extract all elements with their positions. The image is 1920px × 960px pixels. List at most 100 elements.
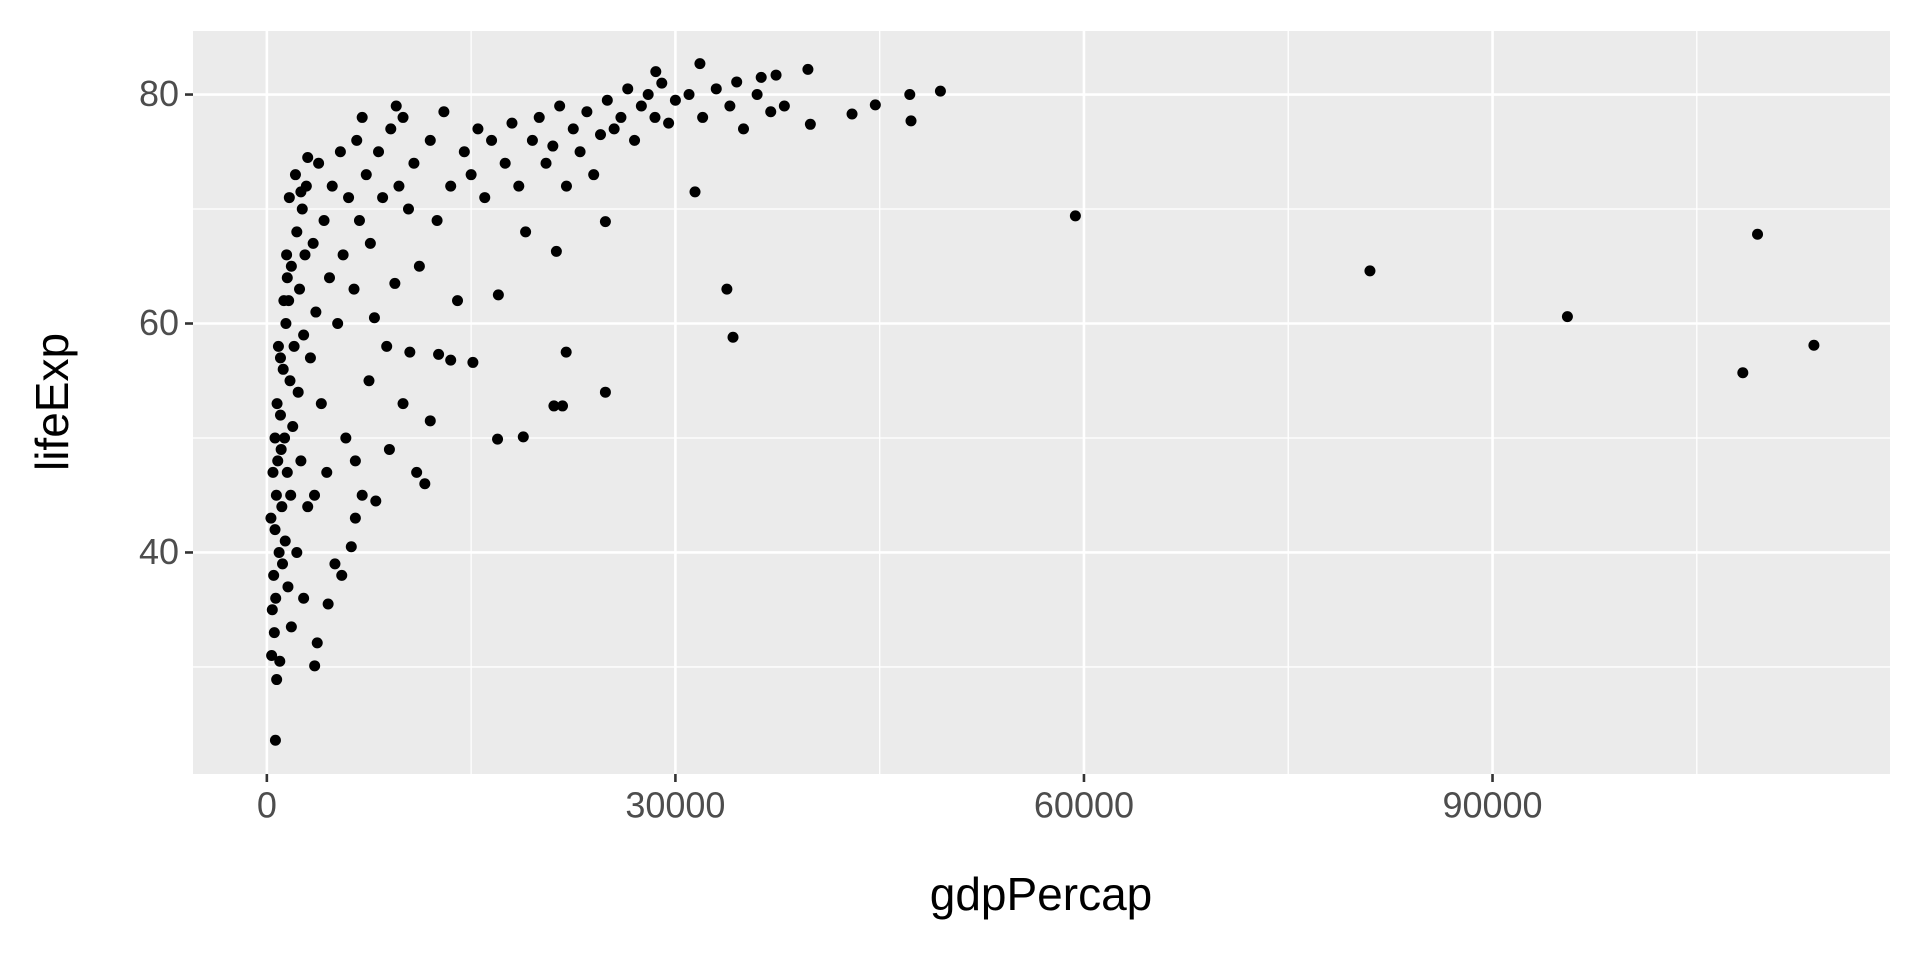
point xyxy=(804,118,816,130)
point xyxy=(404,346,416,358)
point xyxy=(1069,210,1081,222)
point xyxy=(265,512,277,524)
point xyxy=(492,433,504,445)
point xyxy=(397,398,409,410)
point xyxy=(438,106,450,118)
point xyxy=(751,89,763,101)
point xyxy=(599,386,611,398)
point xyxy=(275,443,287,455)
point xyxy=(270,489,282,501)
point xyxy=(905,115,917,127)
x-tick-label: 90000 xyxy=(1442,785,1542,826)
point xyxy=(458,146,470,158)
point xyxy=(281,272,293,284)
point xyxy=(274,352,286,364)
point xyxy=(356,489,368,501)
point xyxy=(802,63,814,75)
point xyxy=(336,569,348,581)
point xyxy=(581,106,593,118)
point xyxy=(291,546,303,558)
point xyxy=(390,100,402,112)
point xyxy=(452,295,464,307)
point xyxy=(567,123,579,135)
point xyxy=(608,123,620,135)
point xyxy=(629,134,641,146)
point xyxy=(393,180,405,192)
point xyxy=(323,272,335,284)
point xyxy=(356,111,368,123)
point xyxy=(296,203,308,215)
point xyxy=(765,106,777,118)
point xyxy=(363,375,375,387)
point xyxy=(547,140,559,152)
point xyxy=(277,363,289,375)
point xyxy=(294,283,306,295)
y-tick-label: 80 xyxy=(139,73,179,114)
point xyxy=(1752,228,1764,240)
point xyxy=(467,356,479,368)
point xyxy=(332,318,344,330)
point xyxy=(533,111,545,123)
point xyxy=(270,592,282,604)
point xyxy=(285,621,297,633)
point xyxy=(472,123,484,135)
point xyxy=(389,277,401,289)
point xyxy=(385,123,397,135)
x-axis-title: gdpPercap xyxy=(930,868,1153,920)
point xyxy=(334,146,346,158)
point xyxy=(433,348,445,360)
point xyxy=(310,306,322,318)
point xyxy=(322,598,334,610)
point xyxy=(266,650,278,662)
point xyxy=(492,289,504,301)
point xyxy=(445,354,457,366)
point xyxy=(419,478,431,490)
point xyxy=(292,386,304,398)
point xyxy=(397,111,409,123)
point xyxy=(846,108,858,120)
point xyxy=(721,283,733,295)
point xyxy=(295,455,307,467)
point xyxy=(526,134,538,146)
point xyxy=(349,455,361,467)
point xyxy=(271,398,283,410)
point xyxy=(271,674,283,686)
point xyxy=(622,83,634,95)
point xyxy=(649,111,661,123)
point xyxy=(326,180,338,192)
point xyxy=(650,66,662,78)
point xyxy=(554,100,566,112)
point xyxy=(309,660,321,672)
point xyxy=(321,466,333,478)
point xyxy=(272,455,284,467)
point xyxy=(383,443,395,455)
point xyxy=(304,352,316,364)
point xyxy=(277,558,289,570)
point xyxy=(517,431,529,443)
point xyxy=(424,415,436,427)
point xyxy=(595,129,607,141)
point xyxy=(360,169,372,181)
point xyxy=(669,94,681,106)
point xyxy=(431,214,443,226)
point xyxy=(694,58,706,70)
point xyxy=(506,117,518,129)
point xyxy=(724,100,736,112)
point xyxy=(288,340,300,352)
x-tick-label: 0 xyxy=(257,785,277,826)
point xyxy=(267,466,279,478)
point xyxy=(368,312,380,324)
point xyxy=(548,400,560,412)
x-tick-label: 30000 xyxy=(625,785,725,826)
point xyxy=(904,89,916,101)
point xyxy=(345,541,357,553)
point xyxy=(283,192,295,204)
point xyxy=(479,192,491,204)
point xyxy=(309,489,321,501)
point xyxy=(377,192,389,204)
point xyxy=(280,318,292,330)
point xyxy=(402,203,414,215)
point xyxy=(274,409,286,421)
point xyxy=(486,134,498,146)
